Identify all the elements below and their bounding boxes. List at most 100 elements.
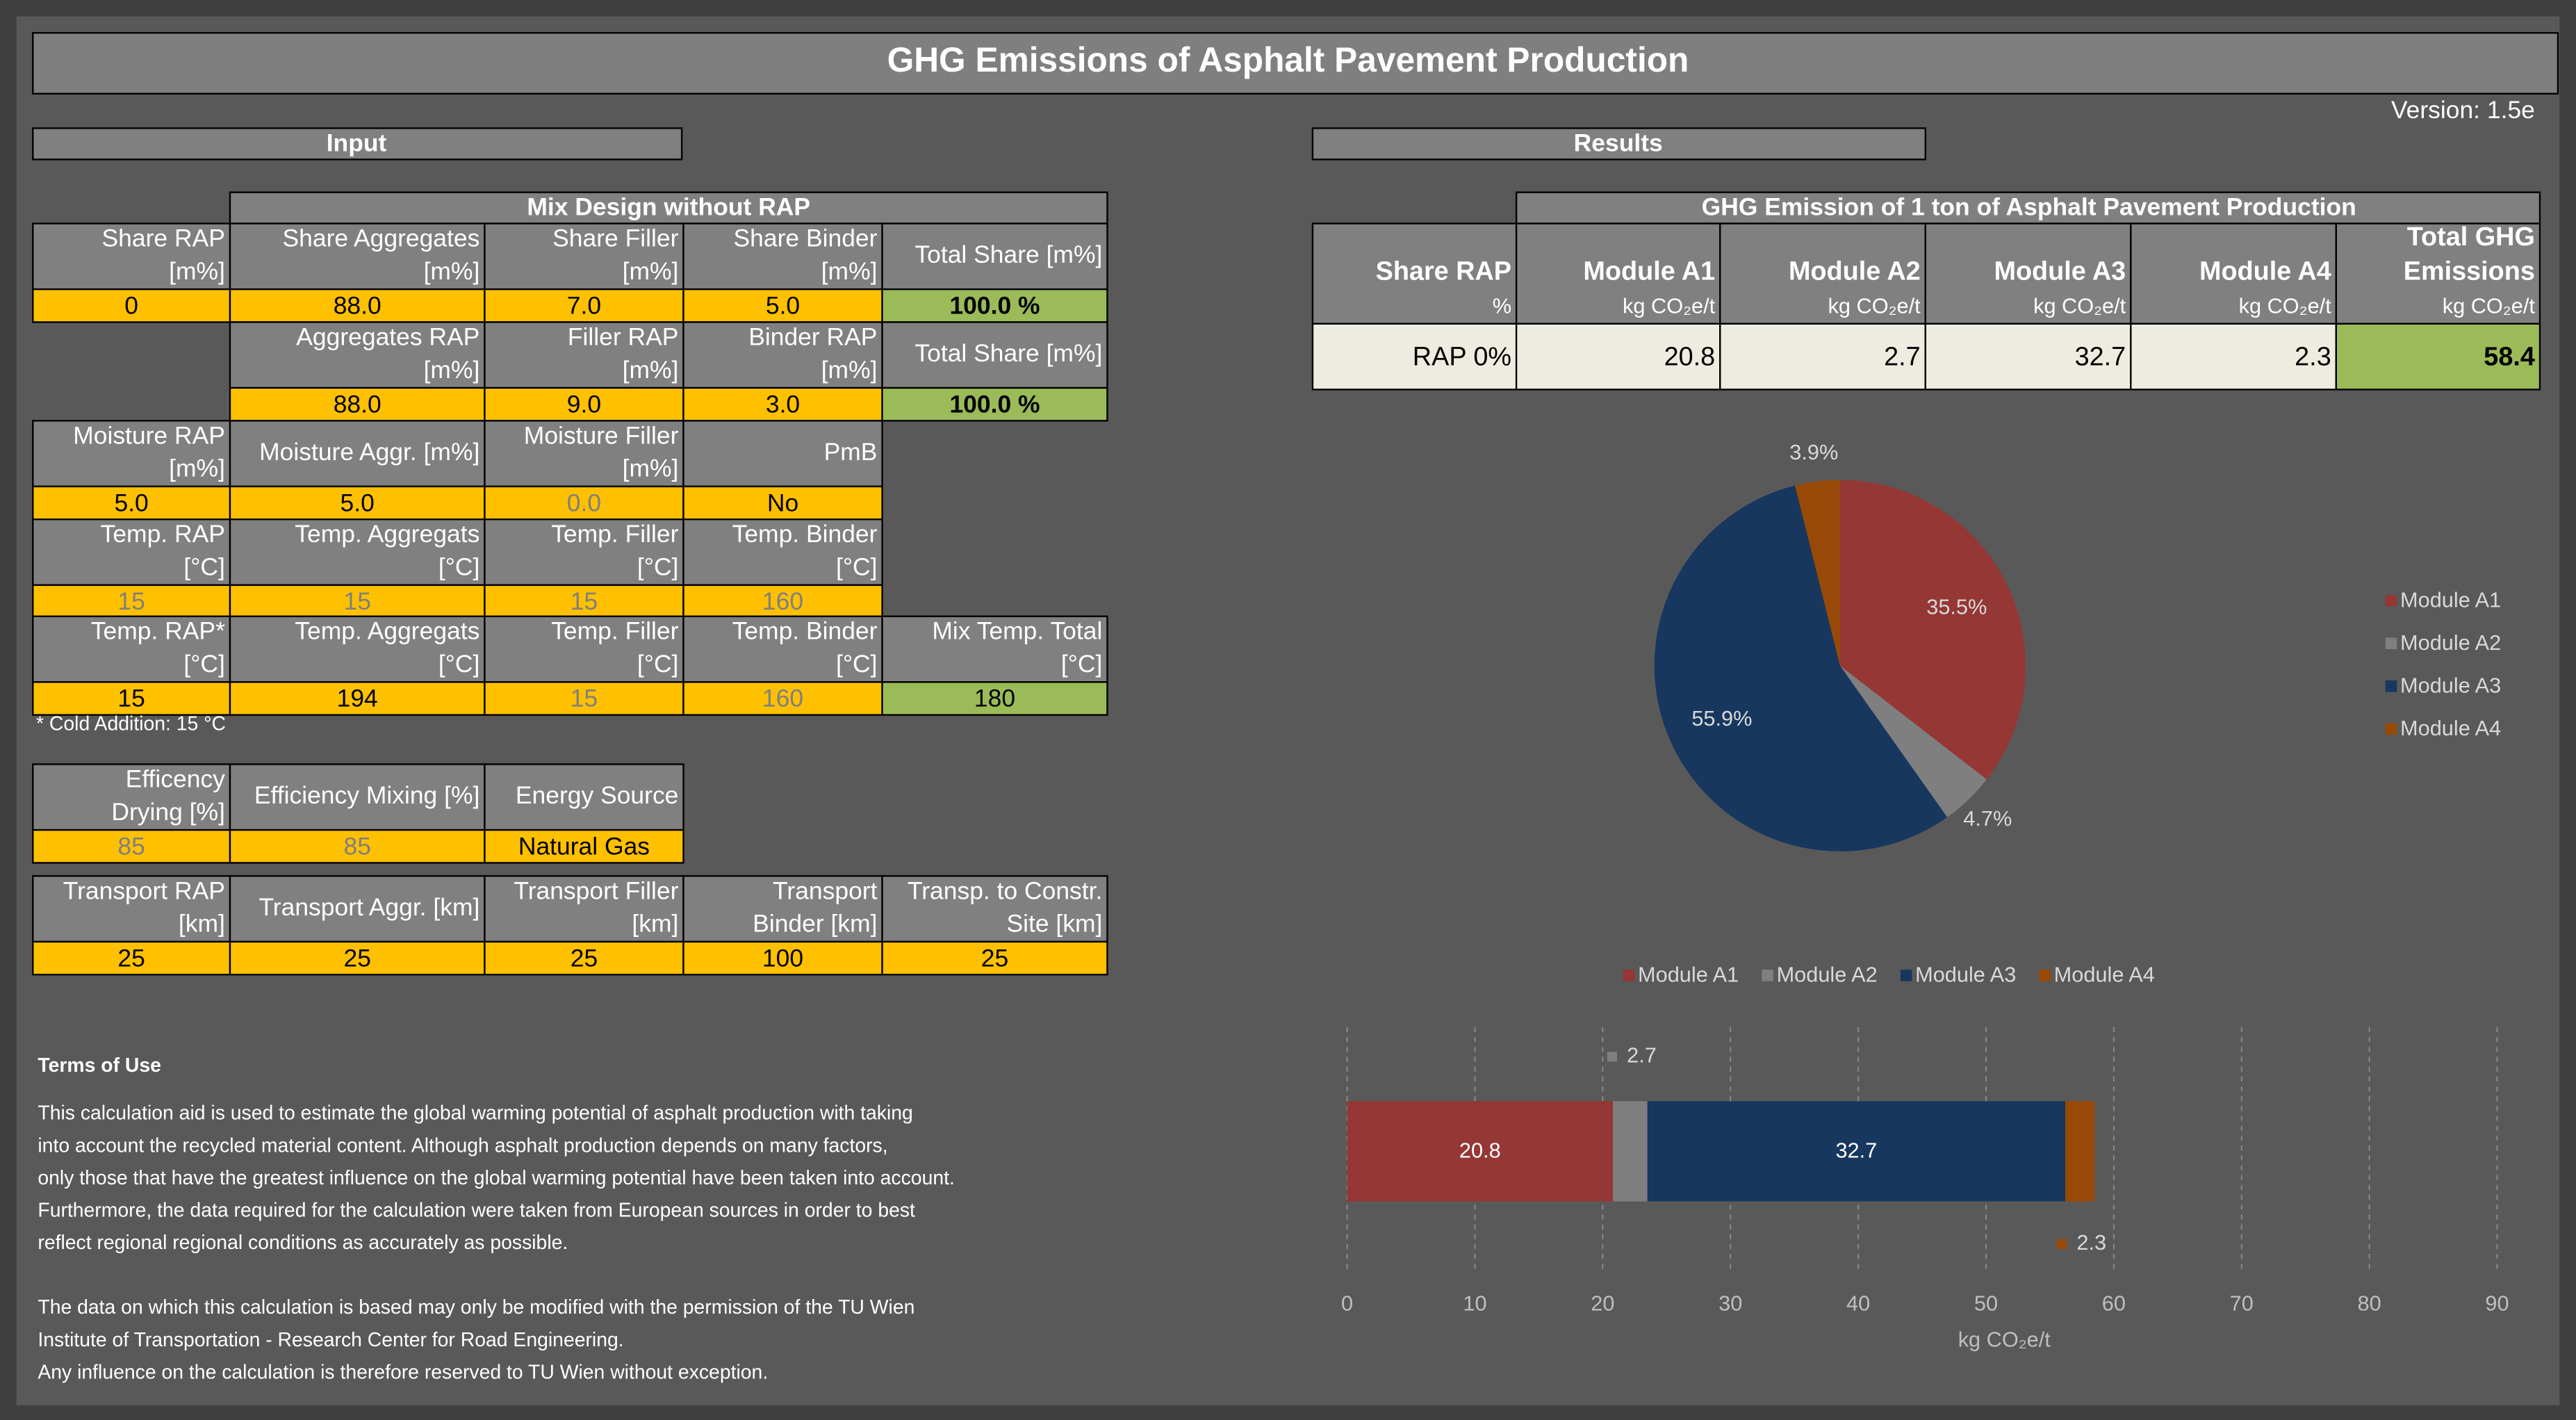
data-label-key [2057, 1239, 2067, 1250]
header-text: kg CO₂e/t [2239, 293, 2332, 318]
header-text: Efficency [126, 765, 225, 793]
value-text: 85 [343, 832, 370, 860]
header-cell [2130, 222, 2338, 325]
legend-swatch [2039, 970, 2051, 981]
value-text: 5.0 [766, 292, 800, 320]
note: * Cold Addition: 15 °C [36, 712, 226, 735]
bar-segment [1613, 1101, 1648, 1202]
header-text: Emissions [2404, 257, 2535, 286]
header-text: [°C] [438, 553, 479, 581]
pie-label: 35.5% [1926, 594, 1987, 619]
header-text: [°C] [637, 553, 678, 581]
x-axis-title: kg CO₂e/t [1958, 1328, 2051, 1352]
header-cell [682, 222, 883, 291]
header-text: [°C] [438, 650, 479, 678]
header-cell [881, 615, 1108, 683]
value-text: 194 [337, 685, 378, 712]
legend-swatch [2385, 594, 2397, 607]
value-cell [682, 940, 883, 976]
header-text: [km] [179, 910, 225, 938]
pie-label: 4.7% [1963, 806, 2012, 831]
pie-slice [1839, 665, 1987, 817]
group-title: GHG Emission of 1 ton of Asphalt Pavemen… [1702, 193, 2356, 221]
value-cell [1311, 323, 1518, 391]
value-text: 25 [343, 944, 370, 972]
header-text: Transport Aggr. [km] [259, 893, 479, 921]
header-text: Share Filler [552, 225, 678, 252]
terms-line: Institute of Transportation - Research C… [38, 1329, 623, 1351]
value-cell [32, 485, 231, 521]
bar-segment [1647, 1101, 2066, 1202]
header-text: Temp. RAP* [91, 617, 225, 645]
header-text: Mix Temp. Total [932, 617, 1102, 645]
header-cell [484, 763, 684, 831]
value-text: 5.0 [341, 489, 375, 516]
header-text: [°C] [836, 553, 877, 581]
header-text: Transport Filler [514, 876, 678, 904]
value-cell [881, 288, 1108, 323]
x-tick-label: 50 [1974, 1291, 1998, 1316]
header-cell [484, 222, 684, 291]
value-cell [682, 288, 883, 323]
header-text: [m%] [424, 356, 480, 384]
value-text: 15 [343, 587, 370, 615]
legend-label: Module A2 [1777, 963, 1878, 987]
title-bar [32, 32, 2559, 95]
data-label: 2.7 [1627, 1043, 1657, 1068]
header-text: Energy Source [516, 781, 678, 809]
legend-label: Module A1 [1638, 963, 1739, 987]
header-text: % [1493, 293, 1511, 318]
legend-label: Module A4 [2400, 716, 2501, 740]
page-title: GHG Emissions of Asphalt Pavement Produc… [887, 40, 1689, 79]
value-cell [229, 485, 486, 521]
header-cell [229, 763, 486, 831]
value-text: 160 [762, 587, 803, 615]
legend-label: Module A3 [1915, 963, 2016, 987]
header-text: kg CO₂e/t [2033, 293, 2126, 318]
header-text: [m%] [623, 257, 679, 285]
section-bar [32, 127, 683, 161]
x-tick-label: 30 [1718, 1291, 1742, 1316]
header-cell [32, 763, 231, 831]
header-cell [229, 420, 486, 488]
pie-label: 55.9% [1691, 706, 1752, 731]
terms-line: into account the recycled material conte… [38, 1134, 887, 1157]
value-text: 5.0 [114, 489, 148, 516]
value-cell [1719, 323, 1926, 391]
legend-label: Module A4 [2054, 963, 2155, 987]
header-text: [m%] [623, 455, 679, 482]
header-cell [32, 519, 231, 586]
header-text: Share Binder [734, 225, 878, 252]
header-text: [m%] [169, 455, 225, 482]
x-tick-label: 10 [1463, 1291, 1486, 1316]
legend-swatch [2385, 637, 2397, 650]
section-bar [1311, 127, 1926, 161]
version: Version: 1.5e [2391, 96, 2535, 124]
value-text: 25 [117, 944, 145, 972]
value-cell [1515, 323, 1721, 391]
header-text: [°C] [183, 650, 224, 678]
pie-slice [1654, 485, 1948, 851]
value-text: 15 [571, 685, 598, 712]
terms-line: Any influence on the calculation is ther… [38, 1361, 768, 1383]
data-label: 32.7 [1835, 1139, 1877, 1163]
header-text: Temp. Filler [551, 617, 678, 645]
header-text: [°C] [836, 650, 877, 678]
header-cell [682, 420, 883, 488]
value-cell [484, 829, 684, 864]
value-text: 88.0 [334, 390, 382, 418]
header-text: Temp. Binder [732, 520, 878, 548]
value-text: 58.4 [2484, 342, 2535, 371]
header-cell [881, 875, 1108, 943]
bar-segment [1347, 1101, 1614, 1202]
terms-line: This calculation aid is used to estimate… [38, 1102, 912, 1125]
header-text: Total GHG [2407, 222, 2535, 252]
value-text: 7.0 [567, 292, 601, 320]
header-text: Transp. to Constr. [908, 876, 1102, 904]
header-text: Efficiency Mixing [%] [254, 781, 479, 809]
header-text: Moisture Aggr. [m%] [259, 438, 479, 466]
header-text: Total Share [m%] [914, 240, 1102, 268]
header-text: Total Share [m%] [914, 339, 1102, 367]
value-cell [229, 940, 486, 976]
